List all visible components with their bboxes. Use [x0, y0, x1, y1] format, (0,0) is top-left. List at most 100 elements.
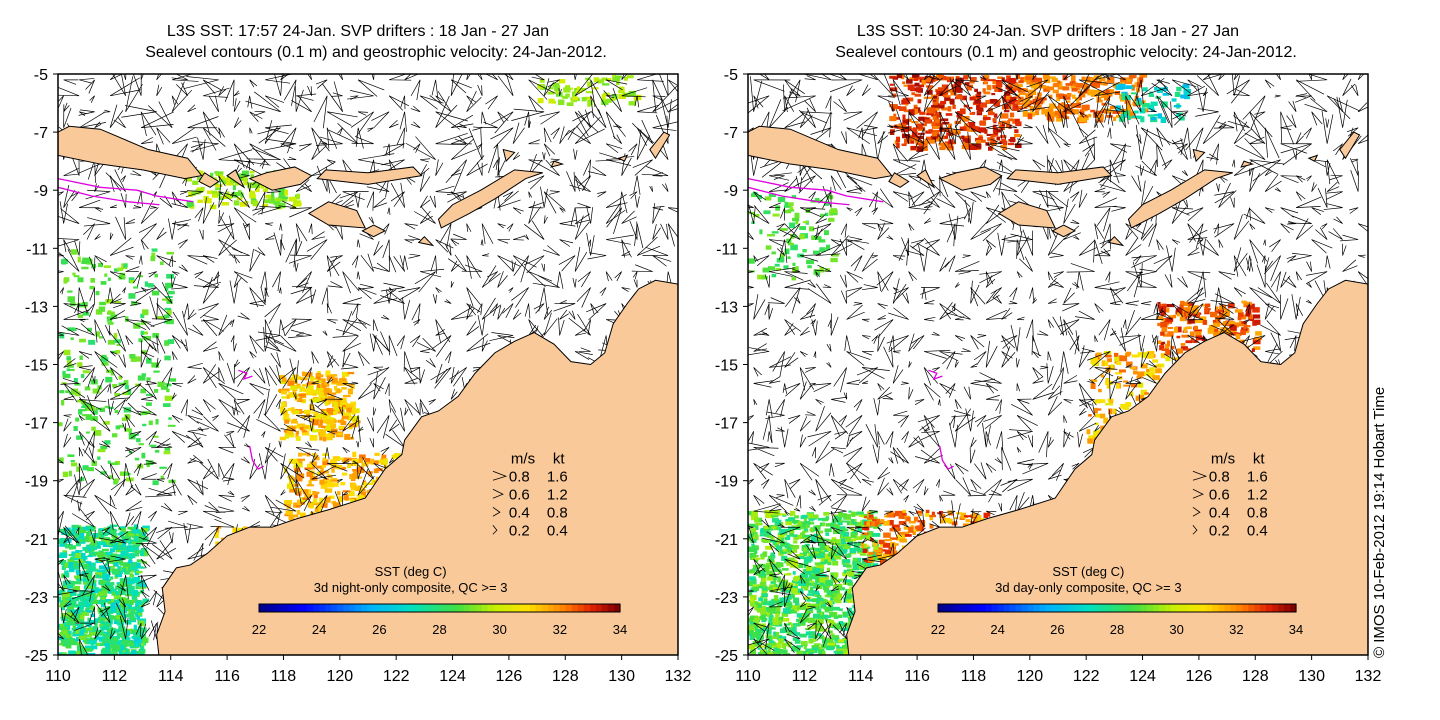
lon-tick-label: 130 — [608, 668, 635, 685]
lat-tick-label: -11 — [26, 241, 48, 258]
colorbar-subtitle: 3d day-only composite, QC >= 3 — [995, 580, 1181, 595]
lat-tick-label: -17 — [25, 416, 48, 433]
island — [502, 148, 516, 163]
island — [1006, 166, 1113, 185]
lon-tick-label: 124 — [1129, 668, 1156, 685]
legend-arrow — [1192, 488, 1204, 499]
australia-mainland — [156, 279, 678, 655]
map-area — [58, 74, 678, 655]
lon-tick-label: 126 — [496, 668, 523, 685]
colorbar-tick-label: 22 — [252, 622, 266, 637]
lon-tick-label: 118 — [271, 668, 297, 685]
island — [1339, 131, 1361, 160]
island — [1240, 160, 1255, 168]
legend-kt-value: 0.8 — [1247, 504, 1268, 521]
legend-ms-value: 0.6 — [509, 486, 530, 503]
colorbar-tick-label: 34 — [613, 622, 627, 637]
island — [550, 160, 565, 168]
drifter-track — [58, 186, 160, 206]
legend-arrow — [1192, 525, 1198, 535]
drifter-tracks — [748, 177, 955, 470]
lat-tick-label: -25 — [25, 648, 48, 665]
lat-tick-label: -21 — [715, 532, 738, 549]
drifter-track — [238, 369, 253, 381]
legend-unit-ms: m/s — [1211, 450, 1235, 467]
legend-arrow — [492, 470, 508, 481]
credit-text: © IMOS 10-Feb-2012 19:14 Hobart Time — [1371, 386, 1388, 658]
legend-unit-kt: kt — [1253, 450, 1266, 467]
colorbar-title: SST (deg C) — [375, 564, 447, 579]
lon-tick-label: 122 — [1073, 668, 1100, 685]
legend-ms-value: 0.4 — [1209, 504, 1230, 521]
island — [748, 125, 893, 180]
island — [248, 166, 313, 191]
lat-tick-label: -7 — [724, 125, 738, 142]
lon-tick-label: 118 — [961, 668, 987, 685]
island — [617, 154, 629, 162]
lat-tick-label: -13 — [715, 299, 738, 316]
legend-ms-value: 0.4 — [509, 504, 530, 521]
panel-title-line1: L3S SST: 17:57 24-Jan. SVP drifters : 18… — [167, 23, 549, 40]
lat-tick-label: -5 — [724, 67, 738, 84]
sst-colorbar: SST (deg C)3d night-only composite, QC >… — [252, 564, 627, 637]
lat-tick-label: -23 — [715, 590, 738, 607]
map-panel-2: L3S SST: 10:30 24-Jan. SVP drifters : 18… — [715, 23, 1382, 685]
land — [58, 125, 678, 655]
island — [58, 125, 203, 180]
legend-kt-value: 1.2 — [547, 486, 568, 503]
lon-tick-label: 110 — [45, 668, 71, 685]
island — [938, 166, 1003, 191]
island — [997, 201, 1057, 229]
island — [1107, 235, 1125, 247]
lon-tick-label: 114 — [158, 668, 184, 685]
lat-tick-label: -11 — [716, 241, 738, 258]
lon-tick-label: 116 — [214, 668, 240, 685]
map-panel-1: L3S SST: 17:57 24-Jan. SVP drifters : 18… — [25, 23, 692, 685]
lon-tick-label: 110 — [735, 668, 761, 685]
colorbar-tick-label: 24 — [990, 622, 1004, 637]
drifter-track — [748, 186, 850, 206]
legend-ms-value: 0.2 — [509, 522, 530, 539]
drifter-track — [928, 369, 943, 381]
lat-tick-label: -9 — [724, 183, 738, 200]
legend-ms-value: 0.6 — [1209, 486, 1230, 503]
lon-tick-label: 122 — [383, 668, 410, 685]
legend-kt-value: 1.2 — [1247, 486, 1268, 503]
legend-ms-value: 0.8 — [1209, 468, 1230, 485]
lat-tick-label: -17 — [715, 416, 738, 433]
island — [649, 131, 671, 160]
lon-tick-label: 120 — [1016, 668, 1043, 685]
drifter-track — [938, 445, 955, 470]
legend-arrow — [1192, 470, 1208, 481]
colorbar-frame — [258, 603, 621, 613]
island — [316, 166, 423, 185]
lon-tick-label: 128 — [1242, 668, 1269, 685]
colorbar-tick-label: 34 — [1289, 622, 1303, 637]
panel-title-line1: L3S SST: 10:30 24-Jan. SVP drifters : 18… — [857, 23, 1239, 40]
lat-tick-label: -21 — [25, 532, 48, 549]
drifter-track — [58, 177, 194, 203]
land — [748, 125, 1368, 655]
lat-tick-label: -19 — [715, 474, 738, 491]
colorbar-tick-label: 22 — [931, 622, 945, 637]
island — [226, 169, 246, 189]
legend-kt-value: 1.6 — [1247, 468, 1268, 485]
map-area — [748, 74, 1368, 655]
legend-unit-kt: kt — [553, 450, 566, 467]
island — [417, 235, 435, 247]
colorbar-tick-label: 28 — [1110, 622, 1124, 637]
speed-legend: m/s kt0.8 1.60.6 1.20.4 0.80.2 0.4 — [1192, 450, 1268, 539]
lon-tick-label: 128 — [552, 668, 579, 685]
colorbar-tick-label: 24 — [312, 622, 326, 637]
lon-tick-label: 124 — [439, 668, 466, 685]
lat-tick-label: -15 — [25, 358, 48, 375]
lon-tick-label: 120 — [326, 668, 353, 685]
colorbar-subtitle: 3d night-only composite, QC >= 3 — [314, 580, 508, 595]
legend-arrow — [492, 488, 504, 499]
island — [1307, 154, 1319, 162]
colorbar-tick-label: 30 — [1169, 622, 1183, 637]
lat-tick-label: -25 — [715, 648, 738, 665]
island — [307, 201, 367, 229]
australia-mainland — [846, 279, 1368, 655]
legend-kt-value: 0.4 — [547, 522, 568, 539]
